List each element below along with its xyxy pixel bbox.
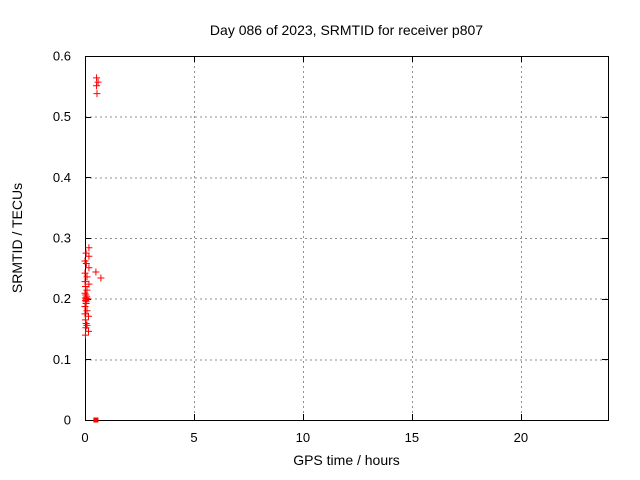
data-point-plus [85,264,93,272]
data-point-plus [93,74,101,82]
data-point-square [93,417,99,423]
y-tick-label: 0.5 [53,109,71,124]
y-tick-label: 0 [64,413,71,428]
data-point-plus [82,259,90,267]
data-point-plus [94,78,102,86]
data-point-plus [84,327,92,335]
y-tick-label: 0.4 [53,170,71,185]
data-point-plus [83,273,91,281]
data-point-plus [81,303,89,311]
y-tick-label: 0.2 [53,291,71,306]
data-point-plus [85,244,93,252]
data-point-plus [84,312,92,320]
x-tick-label: 10 [296,430,310,445]
data-point-plus [81,316,89,324]
x-tick-label: 20 [514,430,528,445]
y-tick-label: 0.3 [53,231,71,246]
x-axis-label: GPS time / hours [293,452,400,468]
chart-title: Day 086 of 2023, SRMTID for receiver p80… [209,22,484,38]
data-point-plus [97,274,105,282]
data-point-plus [81,269,89,277]
data-point-plus [93,90,101,98]
data-point-plus [85,252,93,260]
x-tick-label: 5 [190,430,197,445]
data-point-plus [82,324,90,332]
data-point-plus [81,283,89,291]
data-point-plus [81,331,89,339]
x-tick-label: 15 [405,430,419,445]
y-tick-label: 0.6 [53,49,71,64]
data-point-plus [93,82,101,90]
data-point-plus [82,300,90,308]
y-tick-label: 0.1 [53,352,71,367]
data-point-plus [92,268,100,276]
x-tick-label: 0 [81,430,88,445]
data-point-plus [83,295,91,303]
plot-frame [85,56,609,421]
